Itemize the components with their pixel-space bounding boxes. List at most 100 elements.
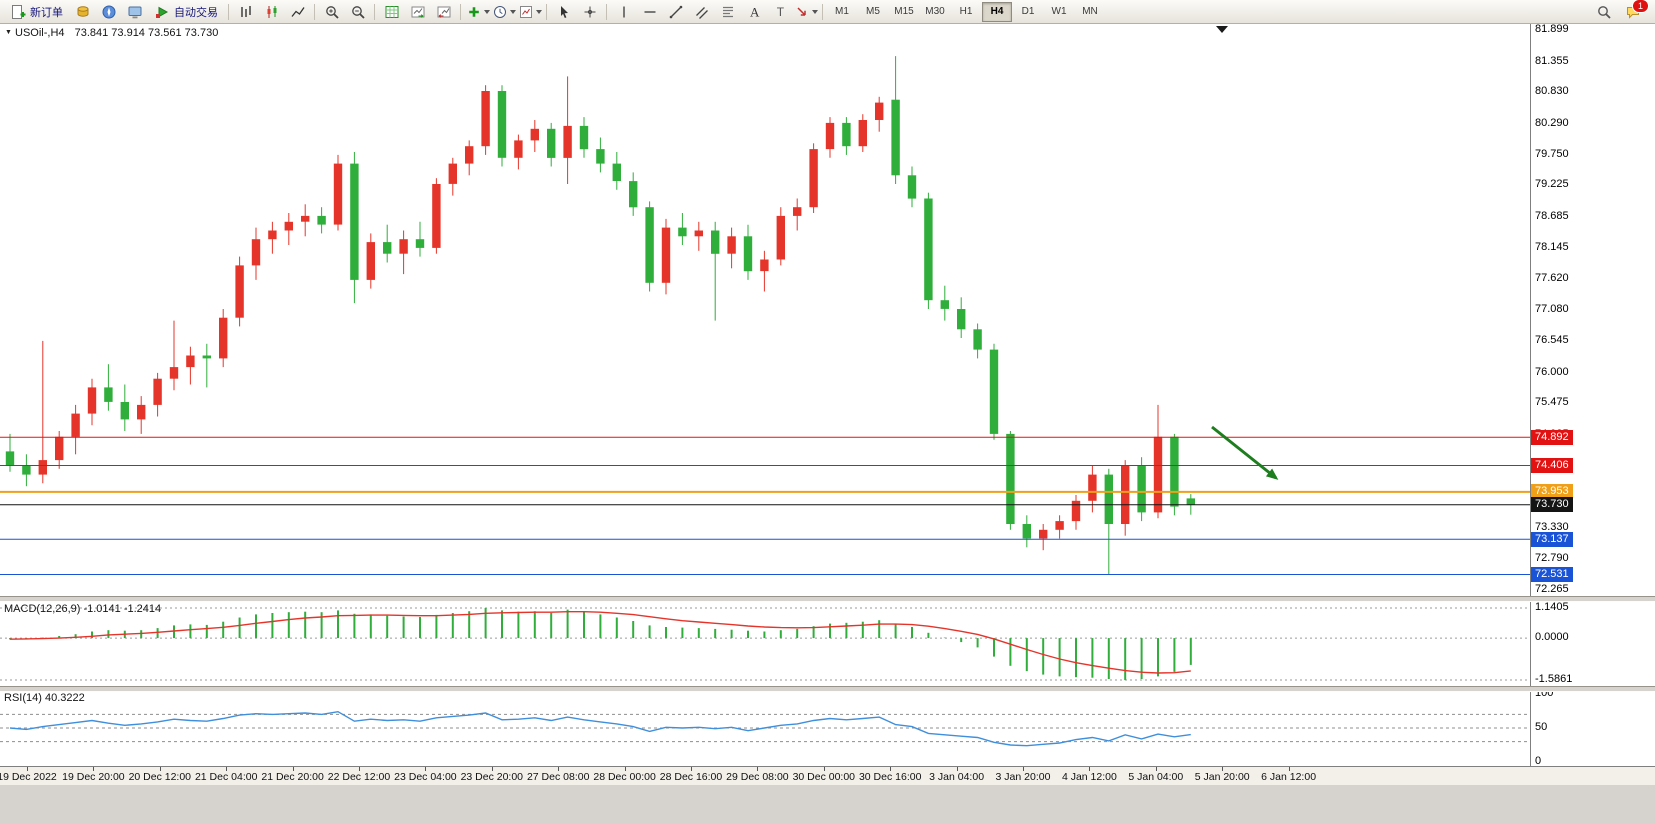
candle-body	[38, 460, 47, 475]
price-axis-label: 72.790	[1535, 552, 1569, 565]
timeframe-m30-button[interactable]: M30	[925, 5, 945, 17]
chart-shift-button[interactable]	[431, 1, 456, 23]
text-button[interactable]: A	[741, 1, 766, 23]
price-axis-label: 76.000	[1535, 365, 1569, 378]
time-tick	[27, 767, 28, 771]
autoscroll-button[interactable]	[405, 1, 430, 23]
periods-button[interactable]	[491, 1, 516, 23]
collapse-triangle-icon[interactable]: ▼	[5, 29, 12, 36]
timeframe-m15-button[interactable]: M15	[894, 5, 914, 17]
time-tick	[93, 767, 95, 771]
price-axis-label: 79.225	[1535, 178, 1569, 191]
time-tick	[1023, 767, 1024, 771]
timeframe-m5-button[interactable]: M5	[866, 5, 880, 17]
autotrading-button[interactable]: 自动交易	[148, 1, 224, 23]
zoom-in-button[interactable]	[319, 1, 344, 23]
market-watch-button[interactable]	[70, 1, 95, 23]
price-axis-label: 72.265	[1535, 583, 1569, 595]
cursor-button[interactable]	[551, 1, 576, 23]
autotrading-label: 自动交易	[174, 6, 218, 19]
zoom-out-icon	[350, 4, 366, 20]
candle-body	[301, 215, 310, 222]
candle-body	[55, 436, 64, 461]
price-badge: 73.137	[1531, 531, 1573, 547]
navigator-button[interactable]	[96, 1, 121, 23]
pane-splitter[interactable]	[0, 596, 1655, 602]
price-axis-label: 80.830	[1535, 85, 1569, 98]
candlestick-button[interactable]	[259, 1, 284, 23]
candle-body	[957, 309, 966, 330]
candle-body	[5, 451, 15, 466]
symbol-period-label: USOil-,H4	[15, 27, 65, 39]
dropdown-caret-icon	[811, 9, 818, 14]
vertical-line-button[interactable]	[611, 1, 636, 23]
candle-body	[1137, 465, 1146, 513]
rsi-pane[interactable]	[0, 690, 1530, 766]
new-chart-button[interactable]	[379, 1, 404, 23]
candle-body	[727, 236, 736, 254]
toolbar-separator	[606, 3, 607, 20]
horizontal-line-button[interactable]	[637, 1, 662, 23]
chart-window[interactable]: 81.899 81.355 80.830 80.290 79.750 79.225 78.6…	[0, 23, 1655, 785]
timeframe-d1-button[interactable]: D1	[1021, 5, 1035, 17]
time-tick	[956, 767, 958, 771]
time-axis-label: 29 Dec 08:00	[726, 771, 789, 783]
vertical-line-icon	[616, 4, 632, 20]
time-axis-label: 20 Dec 12:00	[128, 771, 192, 783]
clock-icon	[492, 4, 508, 20]
price-axis-label: 78.685	[1535, 209, 1569, 222]
indicators-button[interactable]	[465, 1, 490, 23]
candle-body	[22, 465, 31, 475]
candle-body	[87, 387, 97, 414]
candle-body	[1022, 524, 1031, 539]
trendline-button[interactable]	[663, 1, 688, 23]
price-axis-label: 73.330	[1535, 521, 1569, 534]
bar-chart-button[interactable]	[233, 1, 258, 23]
candle-body	[1055, 521, 1064, 530]
candle-body	[1088, 474, 1097, 501]
trend-arrow-annotation[interactable]	[1211, 425, 1279, 480]
price-badge: 72.531	[1531, 567, 1573, 583]
time-axis[interactable]: 19 Dec 2022 19 Dec 20:00 20 Dec 12:00 21 De…	[0, 766, 1655, 785]
horizontal-line-icon	[642, 4, 658, 20]
candle-body	[924, 198, 933, 301]
line-chart-button[interactable]	[285, 1, 310, 23]
candle-body	[268, 230, 277, 240]
macd-pane[interactable]	[0, 600, 1530, 686]
new-order-button[interactable]: 新订单	[4, 1, 69, 23]
templates-button[interactable]	[517, 1, 542, 23]
pane-splitter[interactable]	[0, 686, 1655, 692]
rsi-label: RSI(14) 40.3222	[4, 692, 85, 704]
candle-body	[137, 404, 146, 420]
candle-body	[678, 227, 687, 237]
svg-text:T: T	[776, 5, 784, 19]
fibonacci-button[interactable]	[715, 1, 740, 23]
search-button[interactable]	[1591, 1, 1616, 23]
time-axis-label: 23 Dec 20:00	[460, 771, 524, 783]
notification-button[interactable]: 1	[1620, 0, 1649, 23]
time-axis-label: 19 Dec 2022	[0, 771, 57, 783]
arrows-tool-button[interactable]	[793, 1, 818, 23]
price-axis-label: 77.620	[1535, 271, 1569, 284]
candle-body	[251, 239, 261, 266]
channel-button[interactable]	[689, 1, 714, 23]
timeframe-m1-button[interactable]: M1	[835, 5, 849, 17]
candle-body	[514, 140, 523, 158]
timeframe-w1-button[interactable]: W1	[1051, 5, 1067, 17]
timeframe-mn-button[interactable]: MN	[1082, 5, 1098, 17]
crosshair-button[interactable]	[577, 1, 602, 23]
price-axis-label: 81.355	[1535, 54, 1569, 67]
price-axis[interactable]: 81.899 81.355 80.830 80.290 79.750 79.225 78.6…	[1530, 23, 1655, 767]
terminal-button[interactable]	[122, 1, 147, 23]
zoom-out-button[interactable]	[345, 1, 370, 23]
label-button[interactable]: T	[767, 1, 792, 23]
candle-body	[350, 163, 359, 280]
trendline-icon	[668, 4, 684, 20]
timeframe-h4-button[interactable]: H4	[982, 1, 1012, 22]
chart-shift-marker	[1216, 26, 1228, 33]
timeframe-h1-button[interactable]: H1	[959, 5, 973, 17]
rsi-axis-label: 0	[1535, 755, 1542, 767]
cursor-icon	[556, 4, 572, 20]
time-axis-label: 23 Dec 04:00	[394, 771, 457, 783]
price-chart[interactable]	[0, 24, 1530, 596]
